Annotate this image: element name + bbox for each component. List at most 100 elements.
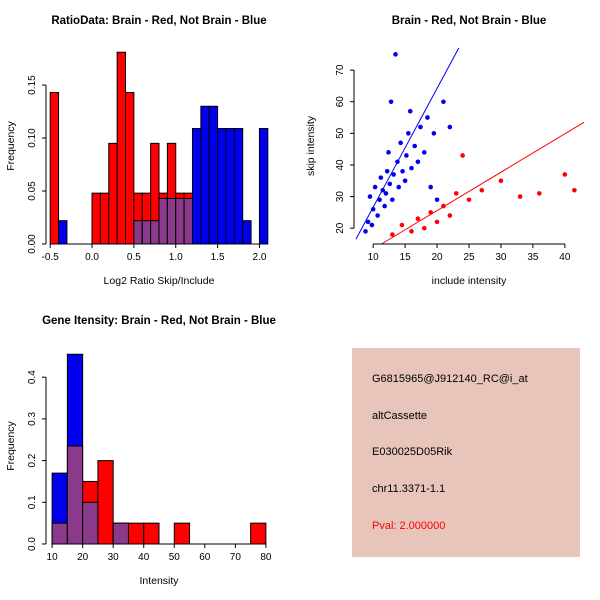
scatter-point	[377, 197, 382, 203]
scatter-point	[386, 150, 391, 155]
scatter-point	[398, 140, 403, 146]
x-tick-label: 0.5	[127, 252, 141, 263]
histogram-overlap-bar	[166, 197, 177, 245]
scatter-point	[402, 178, 408, 184]
histogram-bar	[233, 128, 244, 245]
scatter-point	[370, 206, 376, 212]
histogram-overlap-bar	[150, 220, 160, 245]
scatter-point	[434, 197, 440, 203]
y-tick-label: 0.15	[27, 75, 38, 95]
x-tick-label: -0.5	[42, 252, 60, 263]
histogram-bar	[191, 128, 202, 245]
scatter-intensity-svg: 10 15 20 25 30 35 40 20 30 40 50 60 70 Brain - Red, N…	[305, 15, 585, 287]
histogram-bar	[58, 220, 68, 245]
y-tick-label: 0.2	[27, 453, 38, 467]
x-tick-label: 35	[527, 252, 539, 263]
y-tick-label: 50	[335, 127, 346, 139]
scatter-point	[404, 153, 409, 158]
x-tick-label: 10	[47, 552, 59, 563]
scatter-point	[434, 219, 440, 225]
y-tick-label: 20	[335, 222, 346, 234]
histogram-overlap-bar	[112, 522, 129, 545]
x-tick-label: 15	[400, 252, 412, 263]
scatter-point	[395, 159, 400, 165]
scatter-point	[409, 165, 414, 171]
x-tick-label: 10	[368, 252, 380, 263]
x-tick-label: 1.0	[169, 252, 183, 263]
scatter-point	[453, 191, 459, 196]
scatter-point	[447, 124, 453, 130]
histogram-bar	[97, 460, 114, 545]
scatter-point	[391, 172, 396, 177]
histogram-overlap-bar	[158, 197, 168, 245]
scatter-point	[384, 168, 390, 174]
scatter-point	[409, 229, 414, 234]
y-tick-label: 0.00	[27, 234, 38, 254]
scatter-point	[441, 203, 446, 209]
scatter-point	[399, 222, 405, 228]
histogram-overlap-bar	[175, 197, 185, 245]
scatter-point	[396, 184, 402, 190]
histogram-bar	[225, 128, 235, 245]
y-axis-label: Frequency	[5, 120, 17, 170]
scatter-point	[415, 216, 421, 222]
histogram-bar	[99, 192, 110, 245]
scatter-point	[447, 213, 453, 218]
histogram-bar	[127, 522, 145, 545]
scatter-point	[383, 191, 389, 196]
scatter-point	[406, 131, 411, 136]
x-tick-label: 25	[463, 252, 475, 263]
histogram-overlap-bar	[82, 501, 99, 545]
histogram-bar	[91, 192, 101, 245]
scatter-point	[418, 124, 423, 130]
scatter-point	[393, 52, 398, 57]
chart-title: Brain - Red, Not Brain - Blue	[392, 15, 547, 27]
scatter-point	[365, 219, 371, 225]
histogram-bar	[200, 105, 210, 245]
y-tick-label: 40	[335, 159, 346, 171]
info-line-location: chr11.3371-1.1	[372, 483, 446, 496]
x-tick-label: 2.0	[252, 252, 266, 263]
scatter-point	[372, 184, 378, 190]
scatter-point	[425, 115, 430, 120]
info-line-event-type: altCassette	[372, 409, 428, 422]
scatter-point	[536, 191, 542, 196]
histogram-bar	[242, 220, 252, 245]
histogram-bar	[116, 51, 127, 245]
y-axis-label: skip intensity	[305, 115, 317, 176]
y-tick-label: 70	[335, 64, 346, 76]
x-tick-label: 20	[77, 552, 89, 563]
scatter-point	[412, 143, 417, 149]
scatter-point	[375, 213, 380, 218]
panel-info: G6815965@J912140_RC@i_at altCassette E03…	[300, 300, 600, 600]
scatter-point	[407, 108, 413, 114]
scatter-point	[382, 203, 387, 209]
hist-gene-svg: 10 20 30 40 50 60 70 80 0.0 0.1 0.2 0.3 0.4 Gene Iten…	[5, 315, 276, 587]
info-line-probe-id: G6815965@J912140_RC@i_at	[372, 372, 528, 385]
hist-ratio-svg: -0.5 0.0 0.5 1.0 1.5 2.0 0.00 0.05 0.10 0.15 Ratio…	[5, 15, 269, 287]
info-box: G6815965@J912140_RC@i_at altCassette E03…	[352, 348, 580, 557]
scatter-point	[428, 210, 433, 215]
x-tick-label: 30	[495, 252, 507, 263]
panel-ratio-histogram: -0.5 0.0 0.5 1.0 1.5 2.0 0.00 0.05 0.10 0.15 Ratio…	[0, 0, 300, 300]
x-tick-label: 50	[169, 552, 181, 563]
scatter-point	[431, 131, 437, 136]
scatter-point	[415, 159, 421, 165]
histogram-bar	[125, 91, 135, 245]
histogram-bar	[143, 522, 160, 545]
x-tick-label: 1.5	[211, 252, 225, 263]
histogram-overlap-bar	[183, 197, 193, 245]
scatter-point	[390, 197, 395, 203]
y-tick-label: 0.05	[27, 181, 38, 201]
info-line-pval: Pval: 2.000000	[372, 520, 446, 533]
x-tick-label: 30	[108, 552, 120, 563]
chart-title: RatioData: Brain - Red, Not Brain - Blue	[51, 15, 266, 27]
histogram-overlap-bar	[141, 220, 152, 245]
x-axis-label: include intensity	[432, 275, 507, 287]
y-tick-label: 0.0	[27, 537, 38, 551]
chart-title: Gene Itensity: Brain - Red, Not Brain - …	[42, 315, 276, 327]
y-tick-label: 0.10	[27, 128, 38, 148]
scatter-point	[517, 194, 523, 199]
y-tick-label: 60	[335, 96, 346, 108]
scatter-point	[460, 153, 465, 158]
